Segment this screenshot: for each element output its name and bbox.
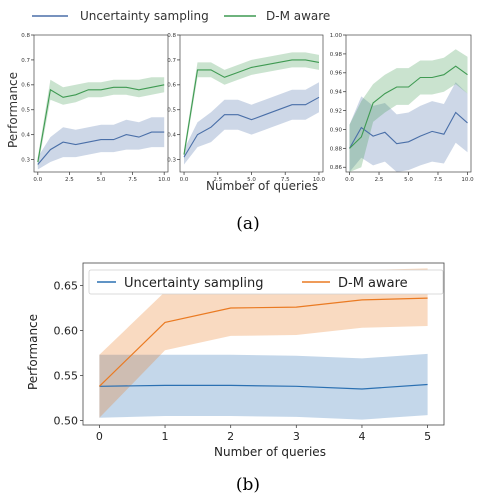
series-line-uncertainty	[99, 383, 428, 390]
legend-b-frame	[88, 269, 444, 295]
confidence-band-uncertainty	[37, 117, 165, 170]
y-tick-label: 0.6	[21, 83, 30, 89]
series-line-dm-aware	[349, 65, 468, 149]
caption-a: (a)	[236, 214, 259, 234]
confidence-band-dm-aware	[349, 49, 468, 173]
x-tick-label: 2.5	[65, 177, 74, 183]
series-line-dm-aware	[37, 84, 165, 163]
legend-a: Uncertainty sampling D-M aware	[32, 9, 330, 23]
y-tick-label: 0.8	[167, 33, 176, 39]
plot-frame	[82, 262, 445, 426]
x-tick-label: 2.5	[375, 177, 384, 183]
x-tick-label: 2	[227, 430, 234, 443]
confidence-band-uncertainty	[99, 353, 428, 420]
confidence-band-dm-aware	[37, 77, 165, 167]
y-tick-label: 0.86	[330, 165, 343, 171]
y-tick-label: 0.88	[330, 146, 343, 152]
y-tick-label: 0.5	[167, 108, 176, 114]
figure-a-xlabel: Number of queries	[206, 179, 318, 193]
panel-b: 0.50 0.55 0.60 0.65 0 1 2 3 4 5	[54, 262, 445, 443]
confidence-band-dm-aware	[184, 52, 319, 160]
y-tick-label: 0.94	[330, 90, 343, 96]
confidence-band-uncertainty	[184, 82, 319, 165]
y-tick-label: 0.4	[21, 133, 30, 139]
y-tick-label: 0.8	[21, 33, 30, 39]
x-tick-label: 7.5	[434, 177, 443, 183]
y-tick-label: 0.4	[167, 133, 176, 139]
y-tick-label: 0.50	[54, 414, 79, 427]
confidence-band-dm-aware	[99, 268, 428, 418]
y-tick-label: 0.90	[330, 127, 343, 133]
x-tick-label: 10.0	[461, 177, 474, 183]
legend-b-dm-label: D-M aware	[338, 276, 408, 291]
x-tick-label: 7.5	[281, 177, 290, 183]
y-tick-label: 0.5	[21, 108, 30, 114]
y-tick-label: 0.60	[54, 324, 79, 337]
y-tick-label: 0.7	[21, 58, 30, 64]
x-tick-label: 0.0	[345, 177, 354, 183]
x-tick-label: 5.0	[247, 177, 256, 183]
y-tick-label: 0.3	[167, 157, 176, 163]
x-tick-label: 0.0	[180, 177, 189, 183]
y-tick-label: 0.55	[54, 369, 79, 382]
x-tick-label: 5	[424, 430, 431, 443]
legend-b: Uncertainty sampling D-M aware	[88, 269, 444, 295]
y-tick-label: 0.96	[330, 71, 343, 77]
y-tick-label: 0.92	[330, 109, 342, 115]
legend-b-uncertainty-label: Uncertainty sampling	[124, 276, 263, 291]
y-tick-label: 0.65	[54, 279, 79, 292]
x-tick-label: 0.0	[33, 177, 42, 183]
figure-a-ylabel: Performance	[6, 72, 20, 148]
series-line-uncertainty	[183, 96, 320, 158]
x-tick-label: 3	[293, 430, 300, 443]
series-line-dm-aware	[98, 297, 428, 387]
x-tick-label: 5.0	[404, 177, 413, 183]
x-tick-label: 0	[96, 430, 103, 443]
figure-b-ylabel: Performance	[26, 314, 40, 390]
y-tick-label: 1.00	[330, 33, 343, 39]
x-tick-label: 5.0	[97, 177, 106, 183]
x-tick-label: 4	[358, 430, 365, 443]
x-tick-label: 10.0	[313, 177, 326, 183]
panel-a3: 0.86 0.88 0.90 0.92 0.94 0.96 0.98 1.00 0.0 2.5 5.…	[330, 33, 474, 183]
confidence-band-uncertainty	[349, 82, 468, 172]
series-line-uncertainty	[349, 111, 468, 149]
legend-a-dm-label: D-M aware	[266, 9, 330, 23]
x-tick-label: 7.5	[128, 177, 137, 183]
x-tick-label: 1	[162, 430, 169, 443]
y-tick-label: 0.3	[21, 157, 30, 163]
caption-b: (b)	[236, 475, 260, 495]
series-line-dm-aware	[183, 59, 320, 155]
figure-b-xlabel: Number of queries	[214, 445, 326, 459]
panel-a2: 0.3 0.4 0.5 0.6 0.7 0.8 0.0 2.5 5.0 7.5 10.0	[167, 33, 325, 183]
legend-a-uncertainty-label: Uncertainty sampling	[80, 9, 209, 23]
y-tick-label: 0.7	[167, 58, 176, 64]
y-tick-label: 0.98	[330, 52, 343, 58]
x-tick-label: 2.5	[213, 177, 222, 183]
y-tick-label: 0.6	[167, 83, 176, 89]
x-tick-label: 10.0	[158, 177, 171, 183]
series-line-uncertainty	[37, 131, 165, 165]
panel-a1: 0.3 0.4 0.5 0.6 0.7 0.8 0.0 2.5 5.0 7.5 10.0	[21, 33, 171, 183]
